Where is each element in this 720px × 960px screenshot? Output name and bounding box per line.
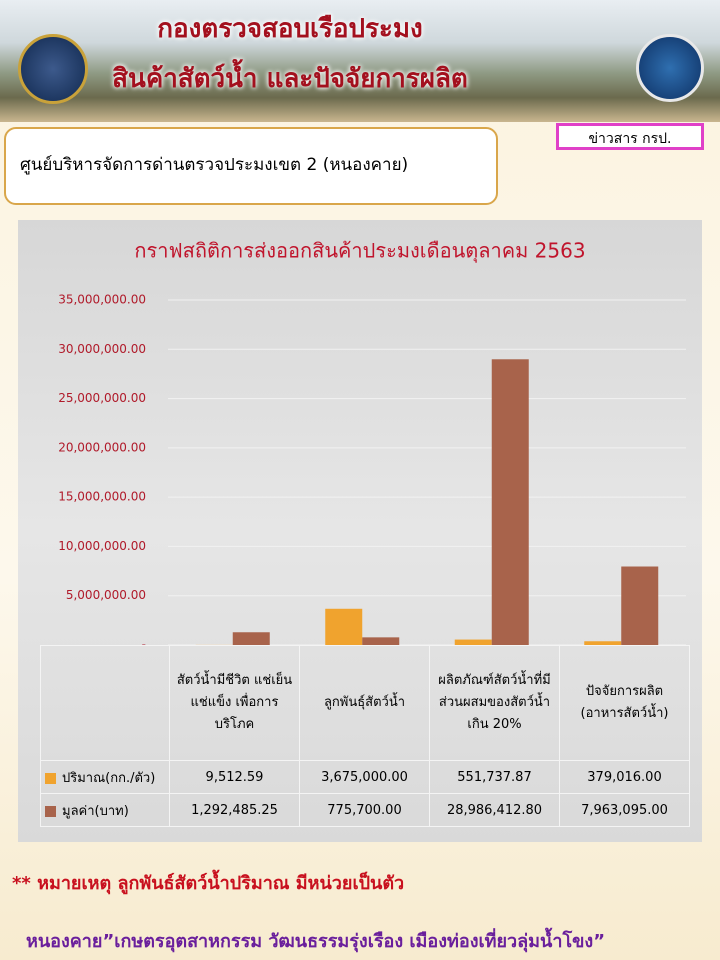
category-label: ปัจจัยการผลิต (อาหารสัตว์น้ำ) xyxy=(559,645,690,761)
value-label: 379,016.00 xyxy=(559,760,690,794)
y-tick-label: 20,000,000.00 xyxy=(58,440,146,454)
value-label: 3,675,000.00 xyxy=(299,760,430,794)
bar xyxy=(621,566,659,645)
y-tick-label: 35,000,000.00 xyxy=(58,293,146,307)
header-banner xyxy=(0,0,720,122)
badge: ข่าวสาร กรป. xyxy=(556,123,704,150)
logo xyxy=(18,34,88,104)
y-tick-label: - xyxy=(142,638,146,652)
y-tick-label: 10,000,000.00 xyxy=(58,539,146,553)
value-label: 1,292,485.25 xyxy=(169,793,300,827)
bar xyxy=(232,632,270,645)
value-label: 7,963,095.00 xyxy=(559,793,690,827)
bar xyxy=(362,637,400,645)
chart-title: กราฟสถิติการส่งออกสินค้าประมงเดือนตุลาคม… xyxy=(134,239,585,264)
bar xyxy=(325,608,363,645)
chart-panel: กราฟสถิติการส่งออกสินค้าประมงเดือนตุลาคม… xyxy=(18,220,702,842)
table-row: ปริมาณ(กก./ตัว) 9,512.59 3,675,000.00 551,7… xyxy=(40,760,690,794)
category-label: สัตว์น้ำมีชีวิต แช่เย็น แช่แข็ง เพื่อการ… xyxy=(169,645,300,761)
y-tick-label: 5,000,000.00 xyxy=(66,588,146,602)
legend-label: ปริมาณ(กก./ตัว) xyxy=(62,770,156,786)
footnote: ** หมายเหตุ ลูกพันธ์สัตว์น้ำปริมาณ มีหน่… xyxy=(12,873,405,894)
legend-label: มูลค่า(บาท) xyxy=(62,803,129,819)
table-corner xyxy=(40,645,170,761)
legend-cell: มูลค่า(บาท) xyxy=(40,793,170,827)
bar xyxy=(584,641,622,645)
legend-cell: ปริมาณ(กก./ตัว) xyxy=(40,760,170,794)
category-label: ผลิตภัณฑ์สัตว์น้ำที่มีส่วนผสมของสัตว์น้ำ… xyxy=(429,645,560,761)
legend-swatch xyxy=(45,805,56,817)
bar xyxy=(454,639,492,645)
table-header-row: สัตว์น้ำมีชีวิต แช่เย็น แช่แข็ง เพื่อการ… xyxy=(40,645,690,761)
title-line: สินค้าสัตว์น้ำ และปัจจัยการผลิต xyxy=(112,64,468,94)
subtitle: ศูนย์บริหารจัดการด่านตรวจประมงเขต 2 (หนอ… xyxy=(4,127,498,205)
value-label: 775,700.00 xyxy=(299,793,430,827)
value-label: 551,737.87 xyxy=(429,760,560,794)
y-tick-label: 15,000,000.00 xyxy=(58,490,146,504)
bar xyxy=(491,359,529,645)
value-label: 28,986,412.80 xyxy=(429,793,560,827)
title-line: กองตรวจสอบเรือประมง xyxy=(157,14,423,44)
logo xyxy=(636,34,704,102)
y-tick-label: 25,000,000.00 xyxy=(58,391,146,405)
table-row: มูลค่า(บาท) 1,292,485.25 775,700.00 28,986,… xyxy=(40,793,690,827)
y-tick-label: 30,000,000.00 xyxy=(58,342,146,356)
data-table: สัตว์น้ำมีชีวิต แช่เย็น แช่แข็ง เพื่อการ… xyxy=(40,645,690,827)
footer: หนองคาย”เกษตรอุตสาหกรรม วัฒนธรรมรุ่งเรือ… xyxy=(26,931,606,952)
category-label: ลูกพันธุ์สัตว์น้ำ xyxy=(299,645,430,761)
value-label: 9,512.59 xyxy=(169,760,300,794)
legend-swatch xyxy=(45,772,56,784)
